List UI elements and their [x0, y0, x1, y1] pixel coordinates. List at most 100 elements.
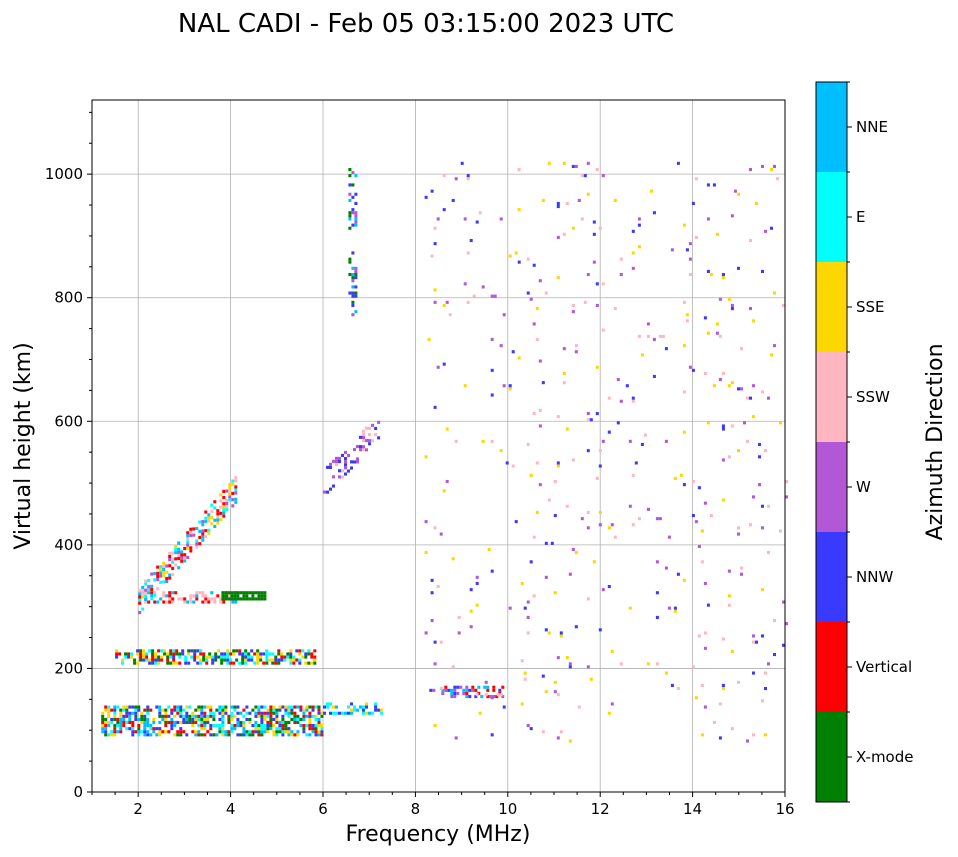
- echo-point: [514, 520, 518, 524]
- echo-point: [119, 711, 123, 715]
- echo-point: [198, 591, 202, 595]
- echo-point: [436, 217, 440, 221]
- echo-point: [171, 557, 175, 561]
- echo-point: [248, 720, 252, 724]
- echo-point: [347, 454, 350, 458]
- echo-point: [727, 569, 731, 573]
- echo-point: [767, 662, 770, 666]
- echo-point: [682, 223, 686, 227]
- colorbar-label: Vertical: [856, 658, 912, 676]
- echo-point: [295, 658, 299, 662]
- echo-point: [140, 717, 144, 721]
- echo-point: [556, 464, 560, 468]
- echo-point: [640, 442, 644, 446]
- echo-point: [278, 720, 282, 724]
- echo-point: [329, 702, 332, 706]
- echo-point: [263, 597, 267, 601]
- echo-point: [433, 242, 437, 246]
- echo-point: [138, 592, 142, 596]
- echo-point: [598, 449, 602, 453]
- echo-point: [209, 724, 213, 728]
- echo-point: [196, 661, 200, 665]
- echo-point: [254, 720, 258, 724]
- echo-point: [214, 658, 218, 662]
- echo-point: [730, 727, 734, 731]
- echo-point: [193, 652, 197, 656]
- echo-point: [284, 724, 288, 728]
- echo-point: [277, 649, 281, 653]
- echo-point: [221, 591, 225, 595]
- echo-point: [139, 652, 143, 656]
- echo-point: [186, 543, 190, 547]
- echo-point: [348, 211, 352, 215]
- echo-point: [474, 695, 478, 699]
- echo-point: [706, 603, 710, 607]
- x-tick-label: 12: [591, 800, 610, 818]
- echo-point: [284, 711, 288, 715]
- echo-point: [631, 523, 635, 527]
- echo-point: [259, 658, 263, 662]
- echo-point: [508, 606, 512, 610]
- echo-point: [101, 720, 105, 724]
- trace-f1-trace: [115, 649, 317, 665]
- echo-point: [107, 711, 111, 715]
- echo-point: [304, 652, 308, 656]
- echo-point: [486, 695, 490, 699]
- echo-point: [619, 662, 623, 666]
- echo-point: [694, 520, 698, 524]
- echo-point: [153, 572, 157, 576]
- echo-point: [122, 714, 126, 718]
- echo-point: [293, 717, 297, 721]
- echo-point: [424, 520, 428, 524]
- echo-point: [119, 727, 123, 731]
- echo-point: [691, 201, 695, 205]
- echo-point: [131, 711, 135, 715]
- echo-point: [344, 711, 347, 715]
- echo-point: [646, 507, 650, 511]
- echo-point: [350, 466, 353, 470]
- echo-point: [192, 594, 196, 598]
- echo-point: [197, 717, 201, 721]
- echo-point: [529, 297, 533, 301]
- echo-point: [628, 504, 632, 508]
- echo-point: [187, 652, 191, 656]
- echo-point: [277, 658, 281, 662]
- echo-point: [348, 257, 352, 261]
- echo-point: [236, 717, 240, 721]
- echo-point: [362, 448, 365, 452]
- echo-point: [230, 724, 234, 728]
- echo-point: [133, 658, 137, 662]
- echo-point: [219, 499, 223, 503]
- echo-point: [191, 724, 195, 728]
- echo-point: [182, 730, 186, 734]
- echo-point: [472, 294, 476, 298]
- echo-point: [178, 652, 182, 656]
- echo-point: [179, 730, 183, 734]
- echo-point: [469, 239, 473, 243]
- colorbar-segment: [816, 532, 847, 622]
- echo-point: [172, 655, 176, 659]
- echo-point: [752, 495, 755, 499]
- echo-point: [755, 640, 758, 644]
- echo-point: [752, 733, 755, 737]
- echo-point: [266, 714, 270, 718]
- echo-point: [706, 217, 710, 221]
- echo-point: [201, 532, 205, 536]
- echo-point: [439, 532, 443, 536]
- echo-point: [154, 661, 158, 665]
- echo-point: [247, 652, 251, 656]
- echo-point: [571, 310, 575, 314]
- echo-point: [752, 415, 755, 419]
- echo-point: [571, 164, 575, 168]
- echo-point: [234, 479, 238, 483]
- echo-point: [655, 517, 659, 521]
- echo-point: [104, 730, 108, 734]
- echo-point: [700, 560, 704, 564]
- echo-point: [254, 714, 258, 718]
- echo-point: [200, 705, 204, 709]
- echo-point: [119, 717, 123, 721]
- plot-background: [92, 100, 785, 792]
- echo-point: [562, 371, 566, 375]
- echo-point: [170, 708, 174, 712]
- echo-point: [274, 661, 278, 665]
